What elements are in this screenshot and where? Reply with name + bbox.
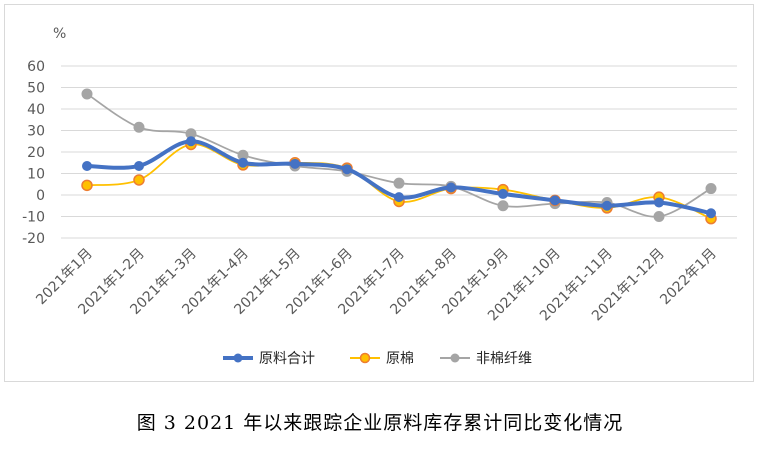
y-tick-label: -10 <box>22 210 45 226</box>
legend-marker <box>233 353 243 363</box>
data-point <box>133 174 145 186</box>
data-point <box>654 197 664 208</box>
series-lines <box>81 88 717 225</box>
data-point <box>238 157 248 168</box>
data-point <box>653 211 665 222</box>
data-point <box>705 183 717 195</box>
gridlines <box>61 65 737 239</box>
data-point <box>446 182 456 193</box>
legend-label: 非棉纤维 <box>476 350 532 367</box>
y-tick-label: 20 <box>27 145 45 161</box>
series-0 <box>82 136 716 219</box>
data-point <box>186 136 196 147</box>
legend: 原料合计 原棉 非棉纤维 <box>223 350 532 367</box>
legend-marker <box>359 352 371 364</box>
data-point <box>133 121 145 133</box>
data-point <box>134 160 144 171</box>
y-tick-label: 30 <box>27 124 45 140</box>
data-point <box>497 200 509 212</box>
legend-item: 原棉 <box>350 350 414 367</box>
data-point <box>290 158 300 169</box>
figure-caption: 图 3 2021 年以来跟踪企业原料库存累计同比变化情况 <box>136 412 624 434</box>
y-tick-label: 60 <box>27 59 45 75</box>
y-tick-label: 50 <box>27 81 45 97</box>
data-point <box>498 188 508 199</box>
legend-label: 原棉 <box>386 350 414 367</box>
legend-label: 原料合计 <box>259 351 315 367</box>
x-tick-label: 2022年1月 <box>657 246 720 309</box>
legend-marker <box>450 353 460 363</box>
legend-item: 非棉纤维 <box>440 350 532 367</box>
y-tick-label: 0 <box>36 188 45 204</box>
data-point <box>602 200 612 211</box>
data-point <box>82 160 92 171</box>
y-unit-label: % <box>53 26 66 42</box>
data-point <box>394 192 404 203</box>
y-tick-label: 40 <box>27 102 45 118</box>
chart-frame: 60 50 40 30 20 10 0 -10 -20 % 2021年1月 2021年1-2月 20… <box>4 4 754 382</box>
data-point <box>393 177 405 189</box>
legend-item: 原料合计 <box>223 351 315 367</box>
data-point <box>706 208 716 219</box>
data-point <box>81 88 93 100</box>
data-point <box>550 195 560 206</box>
y-tick-label: 10 <box>27 167 45 183</box>
data-point <box>342 164 352 175</box>
line-chart: 60 50 40 30 20 10 0 -10 -20 % 2021年1月2021年1-2月20… <box>22 26 737 367</box>
x-axis-ticks: 2021年1月2021年1-2月2021年1-3月2021年1-4月2021年1… <box>33 246 720 325</box>
data-point <box>81 179 93 192</box>
y-axis-ticks: 60 50 40 30 20 10 0 -10 -20 <box>22 59 45 247</box>
y-tick-label: -20 <box>22 231 45 247</box>
